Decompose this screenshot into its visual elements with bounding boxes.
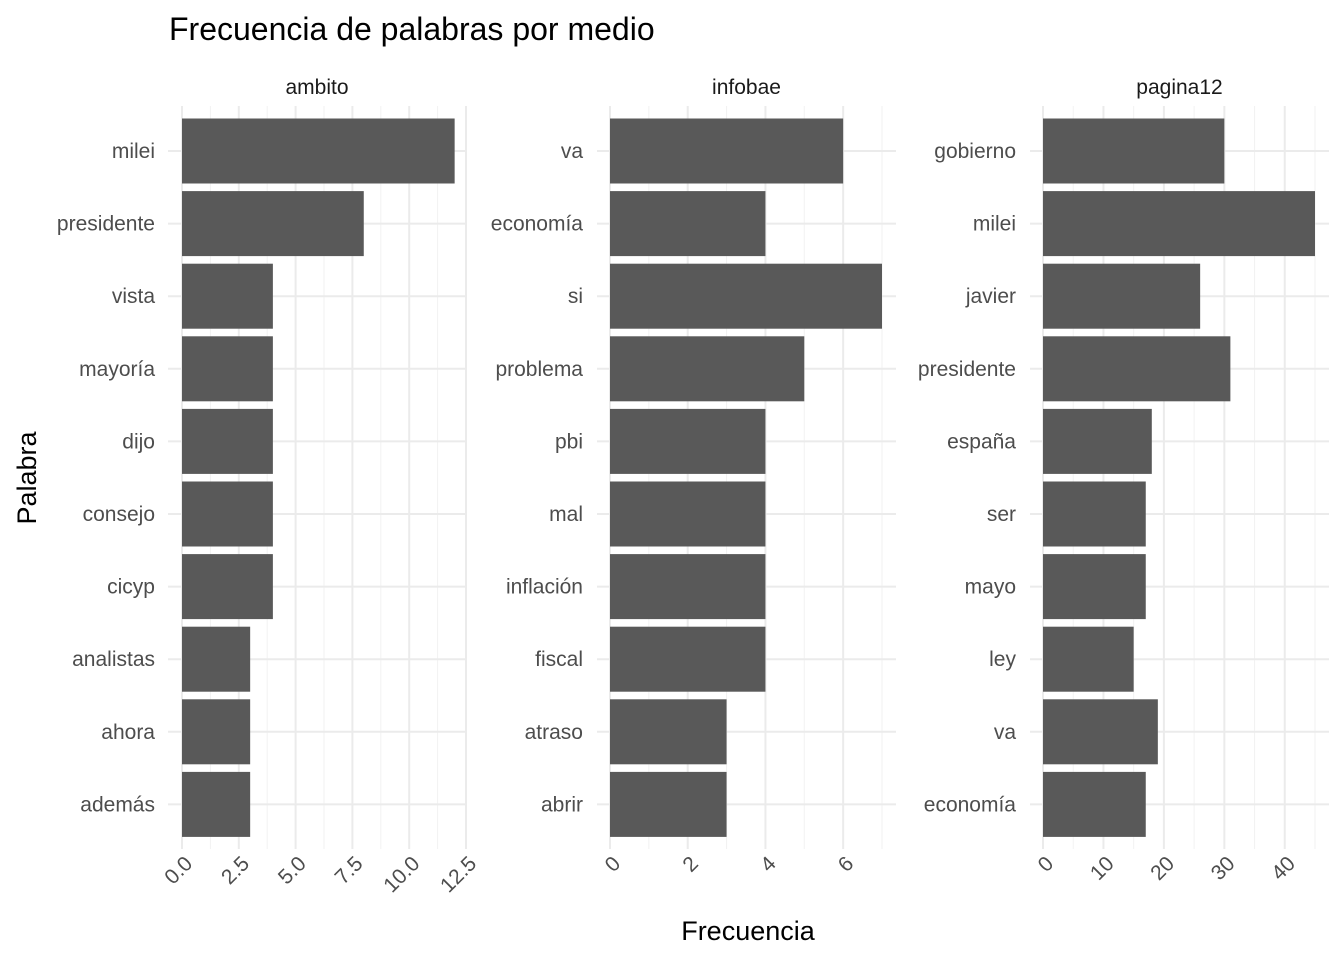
category-label: pbi xyxy=(555,430,583,453)
category-label: españa xyxy=(947,430,1016,453)
bar-infobae-economía xyxy=(610,191,766,257)
bar-infobae-abrir xyxy=(610,771,727,837)
category-label: si xyxy=(568,285,583,308)
category-label: problema xyxy=(495,358,583,381)
x-tick-label: 20 xyxy=(1146,852,1179,885)
bar-ambito-vista xyxy=(182,263,273,329)
bar-ambito-cicyp xyxy=(182,554,273,620)
category-label: ahora xyxy=(101,721,155,744)
category-label: además xyxy=(80,793,155,816)
panel-infobae: va economía si problema pbi mal inflación fisca… xyxy=(491,76,896,877)
category-label: va xyxy=(561,140,584,163)
category-label: fiscal xyxy=(535,648,583,671)
chart-title: Frecuencia de palabras por medio xyxy=(169,11,655,47)
bar-ambito-dijo xyxy=(182,408,273,474)
chart-panels: milei presidente vista mayoría dijo consejo ci… xyxy=(57,76,1329,897)
category-label: presidente xyxy=(918,358,1016,381)
panel-ambito: milei presidente vista mayoría dijo consejo ci… xyxy=(57,76,481,897)
panel-pagina12: gobierno milei javier presidente españa ser ma… xyxy=(918,76,1329,885)
bar-infobae-va xyxy=(610,118,844,184)
x-tick-label: 0 xyxy=(1034,852,1059,877)
category-label: dijo xyxy=(122,430,155,453)
x-tick-label: 4 xyxy=(756,852,781,877)
facet-label: ambito xyxy=(285,76,348,99)
category-label: consejo xyxy=(83,503,155,526)
x-tick-label: 6 xyxy=(834,852,859,877)
x-tick-label: 12.5 xyxy=(436,852,481,897)
category-label: abrir xyxy=(541,793,583,816)
bar-ambito-milei xyxy=(182,118,455,184)
bar-pagina12-mayo xyxy=(1043,554,1146,620)
category-label: atraso xyxy=(525,721,583,744)
bar-ambito-ahora xyxy=(182,699,251,765)
facet-label: infobae xyxy=(712,76,781,99)
x-tick-label: 2.5 xyxy=(217,852,254,889)
bar-ambito-consejo xyxy=(182,481,273,547)
x-axis-title: Frecuencia xyxy=(681,916,816,946)
bar-ambito-además xyxy=(182,771,251,837)
x-tick-label: 7.5 xyxy=(331,852,368,889)
bar-pagina12-presidente xyxy=(1043,336,1231,402)
x-tick-label: 5.0 xyxy=(274,852,311,889)
category-label: analistas xyxy=(72,648,155,671)
category-label: economía xyxy=(491,213,584,236)
category-label: vista xyxy=(112,285,156,308)
bar-ambito-presidente xyxy=(182,191,364,257)
category-label: milei xyxy=(973,213,1016,236)
bar-pagina12-javier xyxy=(1043,263,1201,329)
x-tick-label: 0 xyxy=(601,852,626,877)
category-label: mayoría xyxy=(79,358,155,381)
bar-infobae-atraso xyxy=(610,699,727,765)
bar-infobae-fiscal xyxy=(610,626,766,692)
bar-pagina12-españa xyxy=(1043,408,1152,474)
y-axis-title: Palabra xyxy=(12,430,42,524)
bar-infobae-inflación xyxy=(610,554,766,620)
category-label: ley xyxy=(989,648,1016,671)
x-tick-label: 30 xyxy=(1207,852,1240,885)
category-label: inflación xyxy=(506,576,583,599)
bar-ambito-mayoría xyxy=(182,336,273,402)
category-label: milei xyxy=(112,140,155,163)
bar-infobae-problema xyxy=(610,336,805,402)
category-label: cicyp xyxy=(107,576,155,599)
category-label: gobierno xyxy=(934,140,1016,163)
category-label: javier xyxy=(965,285,1016,308)
bar-pagina12-gobierno xyxy=(1043,118,1225,184)
bar-pagina12-milei xyxy=(1043,191,1315,257)
category-label: ser xyxy=(987,503,1016,526)
bar-ambito-analistas xyxy=(182,626,251,692)
category-label: mal xyxy=(549,503,583,526)
bar-infobae-mal xyxy=(610,481,766,547)
bar-pagina12-ser xyxy=(1043,481,1146,547)
x-tick-label: 2 xyxy=(678,852,703,877)
bar-infobae-si xyxy=(610,263,882,329)
x-tick-label: 10 xyxy=(1086,852,1119,885)
x-tick-label: 0.0 xyxy=(160,852,197,889)
category-label: economía xyxy=(924,793,1017,816)
bar-infobae-pbi xyxy=(610,408,766,474)
category-label: presidente xyxy=(57,213,155,236)
bar-pagina12-economía xyxy=(1043,771,1146,837)
facet-label: pagina12 xyxy=(1136,76,1222,99)
category-label: va xyxy=(994,721,1017,744)
category-label: mayo xyxy=(965,576,1016,599)
bar-pagina12-ley xyxy=(1043,626,1134,692)
x-tick-label: 40 xyxy=(1267,852,1300,885)
bar-pagina12-va xyxy=(1043,699,1158,765)
x-tick-label: 10.0 xyxy=(379,852,424,897)
